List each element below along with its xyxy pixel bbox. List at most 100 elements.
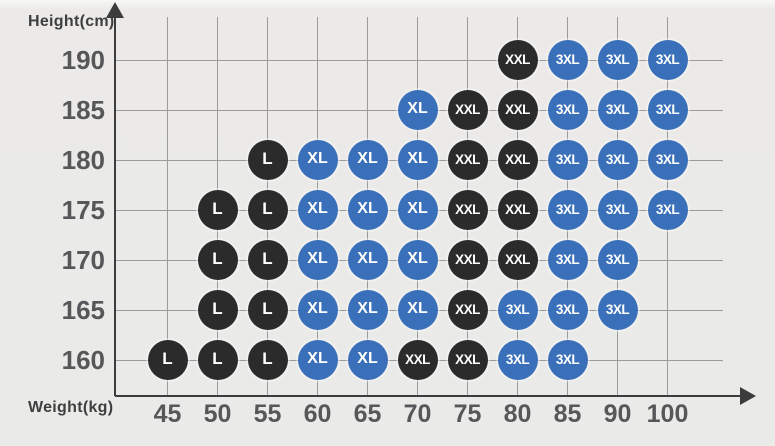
- size-marker-3xl: 3XL: [647, 140, 688, 180]
- size-marker-label: XL: [307, 200, 328, 217]
- size-marker-label: XXL: [455, 351, 480, 367]
- size-marker-3xl: 3XL: [547, 40, 588, 80]
- size-marker-label: 3XL: [555, 51, 580, 67]
- size-marker-label: XL: [307, 150, 328, 167]
- size-marker-label: L: [262, 249, 273, 268]
- size-marker-xl: XL: [297, 190, 338, 230]
- size-marker-l: L: [197, 340, 238, 380]
- size-marker-l: L: [247, 190, 288, 230]
- size-marker-label: L: [262, 199, 273, 218]
- size-marker-xl: XL: [347, 140, 388, 180]
- size-marker-label: XL: [407, 150, 428, 167]
- size-marker-3xl: 3XL: [547, 340, 588, 380]
- size-marker-label: XL: [407, 200, 428, 217]
- x-tick-label: 80: [503, 400, 532, 428]
- size-marker-xl: XL: [347, 340, 388, 380]
- gridline-horizontal: [115, 59, 723, 61]
- size-marker-xl: XL: [347, 290, 388, 330]
- size-marker-label: XL: [357, 300, 378, 317]
- size-marker-label: 3XL: [605, 201, 630, 217]
- size-marker-xl: XL: [397, 290, 438, 330]
- x-tick-label: 85: [553, 400, 582, 428]
- size-marker-l: L: [197, 290, 238, 330]
- size-marker-label: XXL: [405, 351, 430, 367]
- size-marker-l: L: [247, 140, 288, 180]
- size-marker-label: XL: [357, 350, 378, 367]
- size-marker-label: 3XL: [555, 151, 580, 167]
- size-marker-label: 3XL: [505, 301, 530, 317]
- x-tick-label: 45: [153, 400, 182, 428]
- size-marker-label: 3XL: [605, 251, 630, 267]
- size-marker-label: L: [212, 199, 223, 218]
- size-marker-l: L: [197, 240, 238, 280]
- size-marker-3xl: 3XL: [497, 340, 538, 380]
- size-marker-label: XXL: [505, 101, 530, 117]
- size-marker-3xl: 3XL: [547, 140, 588, 180]
- size-marker-3xl: 3XL: [647, 90, 688, 130]
- size-marker-3xl: 3XL: [547, 90, 588, 130]
- size-marker-label: 3XL: [555, 301, 580, 317]
- size-marker-xl: XL: [397, 140, 438, 180]
- size-marker-xl: XL: [397, 240, 438, 280]
- x-axis-title: Weight(kg): [28, 399, 114, 416]
- gridline-vertical: [167, 17, 168, 396]
- size-marker-label: XXL: [455, 101, 480, 117]
- size-marker-xxl: XXL: [497, 90, 538, 130]
- size-marker-label: 3XL: [605, 51, 630, 67]
- size-marker-label: L: [212, 299, 223, 318]
- size-marker-label: XXL: [455, 201, 480, 217]
- size-marker-xl: XL: [347, 240, 388, 280]
- size-marker-l: L: [197, 190, 238, 230]
- size-marker-xxl: XXL: [447, 90, 488, 130]
- size-marker-xxl: XXL: [447, 240, 488, 280]
- size-marker-label: L: [212, 349, 223, 368]
- size-marker-xl: XL: [297, 290, 338, 330]
- y-tick-label: 190: [61, 45, 105, 75]
- size-marker-label: 3XL: [555, 351, 580, 367]
- size-marker-label: 3XL: [555, 201, 580, 217]
- size-marker-label: 3XL: [605, 101, 630, 117]
- x-tick-label: 60: [303, 400, 332, 428]
- y-tick-label: 170: [61, 245, 105, 275]
- size-marker-label: XXL: [505, 251, 530, 267]
- size-marker-label: XL: [357, 250, 378, 267]
- size-marker-3xl: 3XL: [547, 190, 588, 230]
- size-marker-3xl: 3XL: [597, 290, 638, 330]
- size-marker-3xl: 3XL: [547, 240, 588, 280]
- size-marker-xxl: XXL: [447, 140, 488, 180]
- size-marker-xxl: XXL: [447, 190, 488, 230]
- x-tick-label: 50: [203, 400, 232, 428]
- size-marker-label: XL: [307, 300, 328, 317]
- size-marker-label: L: [262, 349, 273, 368]
- size-marker-3xl: 3XL: [647, 190, 688, 230]
- size-marker-label: XXL: [505, 201, 530, 217]
- size-marker-xl: XL: [297, 140, 338, 180]
- size-marker-3xl: 3XL: [597, 140, 638, 180]
- size-marker-3xl: 3XL: [597, 40, 638, 80]
- size-marker-xl: XL: [347, 190, 388, 230]
- size-marker-label: L: [262, 299, 273, 318]
- x-tick-label: 100: [646, 400, 689, 428]
- size-marker-3xl: 3XL: [597, 240, 638, 280]
- size-marker-label: L: [262, 149, 273, 168]
- size-marker-label: XXL: [505, 151, 530, 167]
- size-marker-label: XL: [307, 350, 328, 367]
- size-marker-xxl: XXL: [497, 140, 538, 180]
- size-marker-xl: XL: [297, 340, 338, 380]
- x-tick-label: 55: [253, 400, 282, 428]
- size-marker-l: L: [247, 290, 288, 330]
- size-marker-label: 3XL: [505, 351, 530, 367]
- size-marker-xl: XL: [397, 190, 438, 230]
- x-tick-label: 70: [403, 400, 432, 428]
- y-tick-label: 160: [61, 345, 105, 375]
- x-tick-label: 75: [453, 400, 482, 428]
- size-marker-label: 3XL: [655, 201, 680, 217]
- size-marker-label: 3XL: [655, 51, 680, 67]
- size-marker-l: L: [247, 240, 288, 280]
- size-marker-l: L: [247, 340, 288, 380]
- size-marker-3xl: 3XL: [497, 290, 538, 330]
- size-marker-label: XL: [407, 300, 428, 317]
- size-marker-xxl: XXL: [497, 40, 538, 80]
- y-axis-arrow-icon: [106, 2, 124, 18]
